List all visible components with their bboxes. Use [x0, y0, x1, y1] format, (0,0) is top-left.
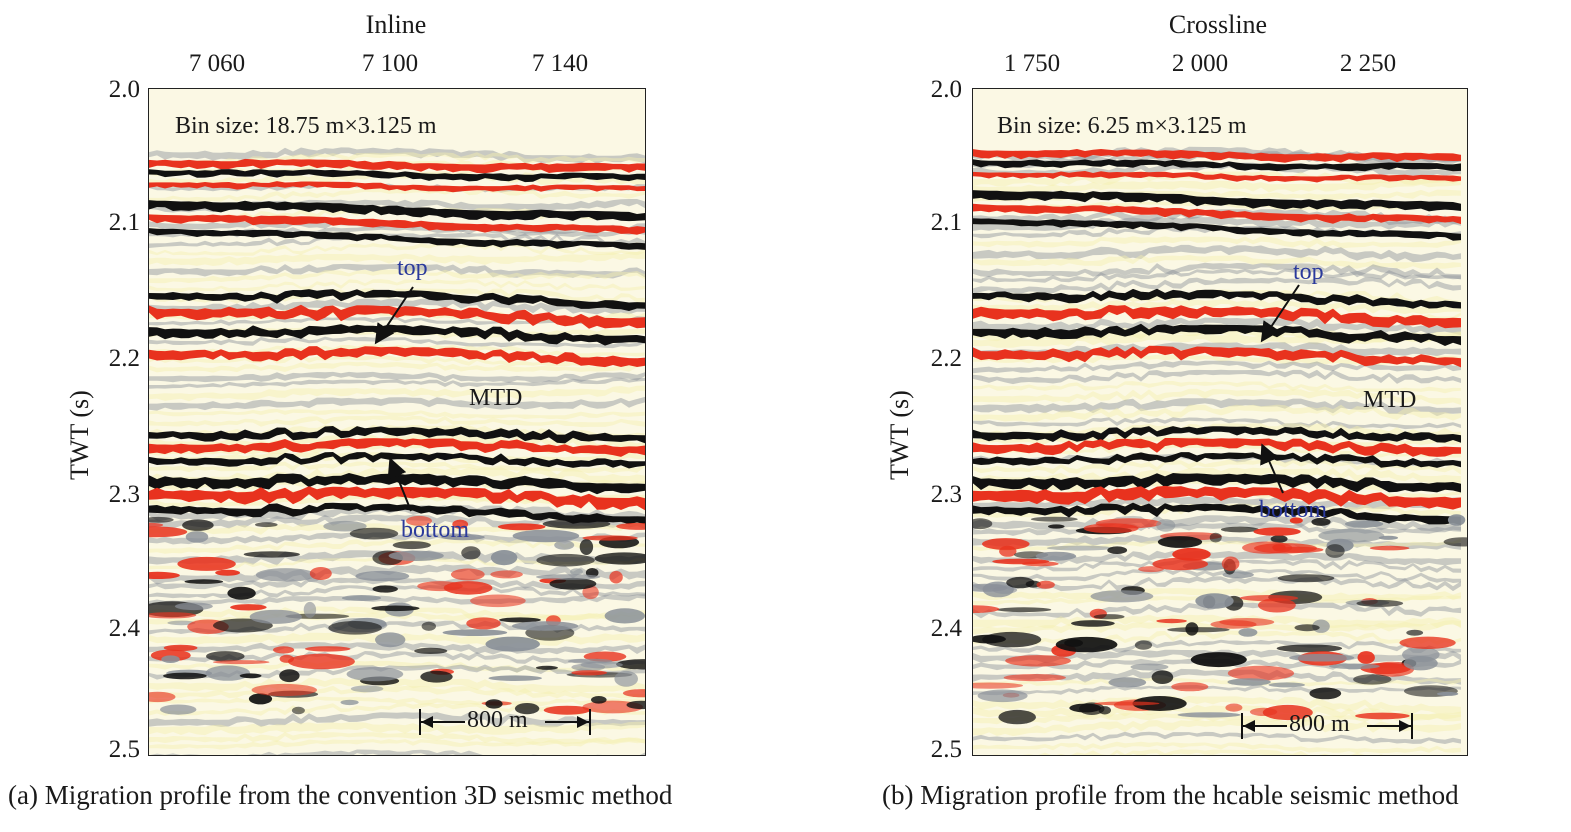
y-tick: 2.2 [108, 345, 140, 372]
x-tick: 1 750 [1003, 50, 1061, 77]
bottom-label: bottom [1259, 497, 1328, 523]
y-tick: 2.3 [108, 481, 140, 508]
y-tick: 2.4 [930, 615, 962, 642]
bottom-label: bottom [401, 517, 470, 543]
y-tick: 2.1 [930, 209, 962, 236]
panel-a: Inline 7 060 7 100 7 140 2.0 2.1 2.2 2.3… [8, 10, 673, 810]
y-tick: 2.2 [930, 345, 962, 372]
x-tick: 7 100 [361, 50, 419, 77]
x-tick: 2 250 [1339, 50, 1397, 77]
y-tick: 2.1 [108, 209, 140, 236]
y-tick: 2.0 [108, 76, 140, 103]
bin-size-label: Bin size: 6.25 m×3.125 m [997, 113, 1247, 139]
y-tick: 2.0 [930, 76, 962, 103]
y-axis-label: TWT (s) [885, 390, 914, 480]
scale-bar-label: 800 m [1289, 711, 1350, 737]
top-label: top [397, 255, 428, 281]
y-tick: 2.4 [108, 615, 140, 642]
x-tick: 2 000 [1171, 50, 1229, 77]
y-tick: 2.5 [108, 736, 140, 763]
scale-bar: 800 m [1241, 709, 1413, 743]
top-label: top [1293, 259, 1324, 285]
mtd-label: MTD [1363, 387, 1417, 413]
seismic-image-b [973, 146, 1467, 755]
scale-bar: 800 m [419, 705, 591, 739]
seismic-section-a: Bin size: 18.75 m×3.125 m top MTD bottom… [148, 88, 646, 756]
x-tick: 7 060 [188, 50, 246, 77]
y-tick: 2.5 [930, 736, 962, 763]
y-tick: 2.3 [930, 481, 962, 508]
seismic-image-a [149, 147, 645, 755]
inline-axis-title: Inline [365, 10, 427, 39]
bin-size-label: Bin size: 18.75 m×3.125 m [175, 113, 437, 139]
crossline-axis-title: Crossline [1168, 10, 1268, 39]
panel-b: Crossline 1 750 2 000 2 250 2.0 2.1 2.2 … [790, 0, 1571, 832]
y-axis-label: TWT (s) [65, 390, 94, 480]
caption-a: (a) Migration profile from the conventio… [8, 780, 673, 810]
caption-b: (b) Migration profile from the hcable se… [882, 780, 1459, 810]
seismic-section-b: Bin size: 6.25 m×3.125 m top MTD bottom … [972, 88, 1468, 756]
mtd-label: MTD [469, 385, 523, 411]
x-tick: 7 140 [531, 50, 589, 77]
scale-bar-label: 800 m [467, 707, 528, 733]
